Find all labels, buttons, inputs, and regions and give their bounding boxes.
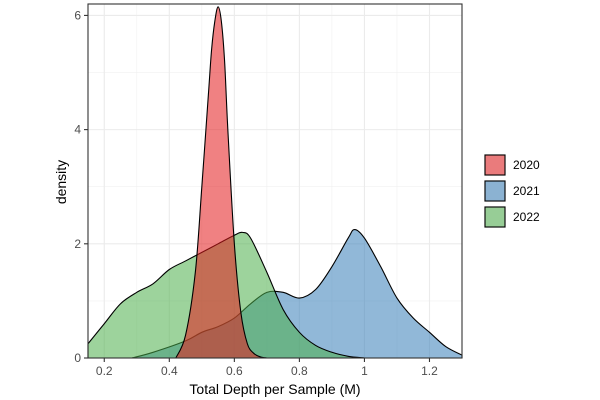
legend: 2020 2021 2022 [484, 154, 540, 228]
plot-panel-border [87, 3, 463, 359]
x-axis-title: Total Depth per Sample (M) [189, 381, 360, 397]
legend-label-2022: 2022 [513, 210, 540, 224]
y-tick-label: 0 [74, 351, 81, 365]
x-tick-label: 0.8 [291, 364, 308, 378]
x-tick-label: 0.2 [96, 364, 113, 378]
x-tick-label: 1.2 [421, 364, 438, 378]
legend-swatch-2021 [484, 180, 506, 202]
y-axis-title: density [53, 160, 69, 204]
y-tick-label: 6 [74, 8, 81, 22]
x-tick-label: 1 [361, 364, 368, 378]
legend-swatch-2022 [484, 206, 506, 228]
legend-swatch-2020 [484, 154, 506, 176]
x-tick-label: 0.4 [161, 364, 178, 378]
density-areas [87, 6, 463, 359]
legend-label-2020: 2020 [513, 158, 540, 172]
x-tick-label: 0.6 [226, 364, 243, 378]
density-area-2020 [175, 6, 268, 359]
y-axis: 0 2 4 6 [74, 8, 88, 365]
x-axis: 0.2 0.4 0.6 0.8 1 1.2 [96, 358, 438, 378]
y-tick-label: 4 [74, 123, 81, 137]
y-tick-label: 2 [74, 237, 81, 251]
legend-label-2021: 2021 [513, 184, 540, 198]
